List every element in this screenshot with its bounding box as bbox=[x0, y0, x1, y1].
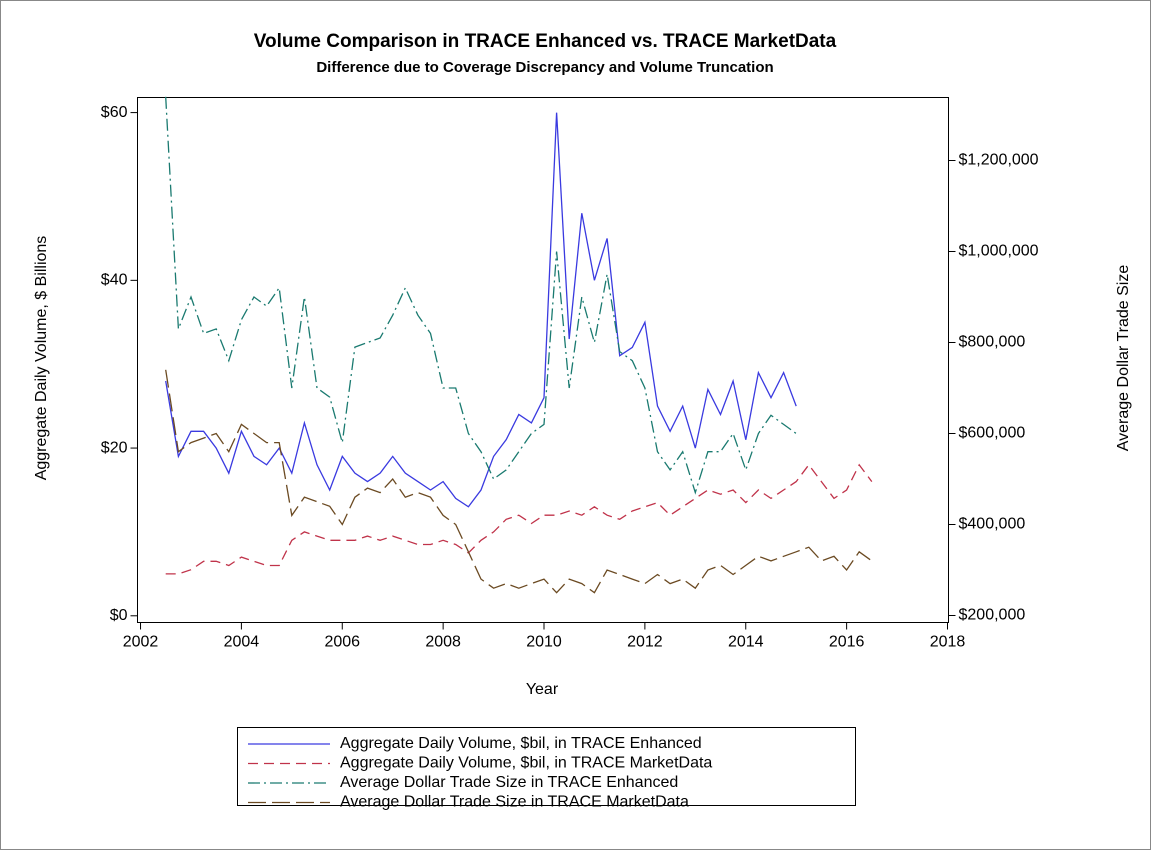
y2-tick-label: $1,000,000 bbox=[959, 243, 1039, 260]
y2-tick-label: $800,000 bbox=[959, 334, 1026, 351]
x-tick-label: 2010 bbox=[526, 634, 562, 651]
series-line bbox=[165, 369, 873, 594]
x-axis-title: Year bbox=[526, 681, 559, 698]
y-tick-label: $60 bbox=[101, 104, 128, 121]
y-tick-label: $0 bbox=[110, 607, 128, 624]
legend-label: Average Dollar Trade Size in TRACE Marke… bbox=[340, 794, 689, 811]
chart-subtitle: Difference due to Coverage Discrepancy a… bbox=[316, 59, 773, 76]
x-tick-label: 2006 bbox=[324, 634, 360, 651]
legend-box bbox=[237, 727, 856, 806]
x-tick-label: 2014 bbox=[728, 634, 764, 651]
y2-tick-label: $200,000 bbox=[959, 607, 1026, 624]
x-tick-label: 2002 bbox=[123, 634, 159, 651]
x-tick-label: 2012 bbox=[627, 634, 663, 651]
x-tick-label: 2016 bbox=[829, 634, 865, 651]
y2-tick-label: $600,000 bbox=[959, 425, 1026, 442]
x-tick-label: 2004 bbox=[224, 634, 260, 651]
legend-label: Aggregate Daily Volume, $bil, in TRACE M… bbox=[340, 755, 712, 772]
x-tick-label: 2018 bbox=[930, 634, 966, 651]
y2-tick-label: $400,000 bbox=[959, 516, 1026, 533]
y2-tick-label: $1,200,000 bbox=[959, 152, 1039, 169]
y-axis-title: Aggregate Daily Volume, $ Billions bbox=[33, 236, 50, 481]
y2-axis-title: Average Dollar Trade Size bbox=[1115, 265, 1132, 452]
legend-label: Aggregate Daily Volume, $bil, in TRACE E… bbox=[340, 735, 702, 752]
series-line bbox=[165, 463, 873, 575]
x-tick-label: 2008 bbox=[425, 634, 461, 651]
plot-frame bbox=[137, 97, 949, 623]
series-line bbox=[165, 96, 797, 495]
legend-label: Average Dollar Trade Size in TRACE Enhan… bbox=[340, 774, 678, 791]
series-line bbox=[165, 112, 797, 508]
y-tick-label: $40 bbox=[101, 272, 128, 289]
y-tick-label: $20 bbox=[101, 439, 128, 456]
chart-title: Volume Comparison in TRACE Enhanced vs. … bbox=[254, 31, 837, 52]
